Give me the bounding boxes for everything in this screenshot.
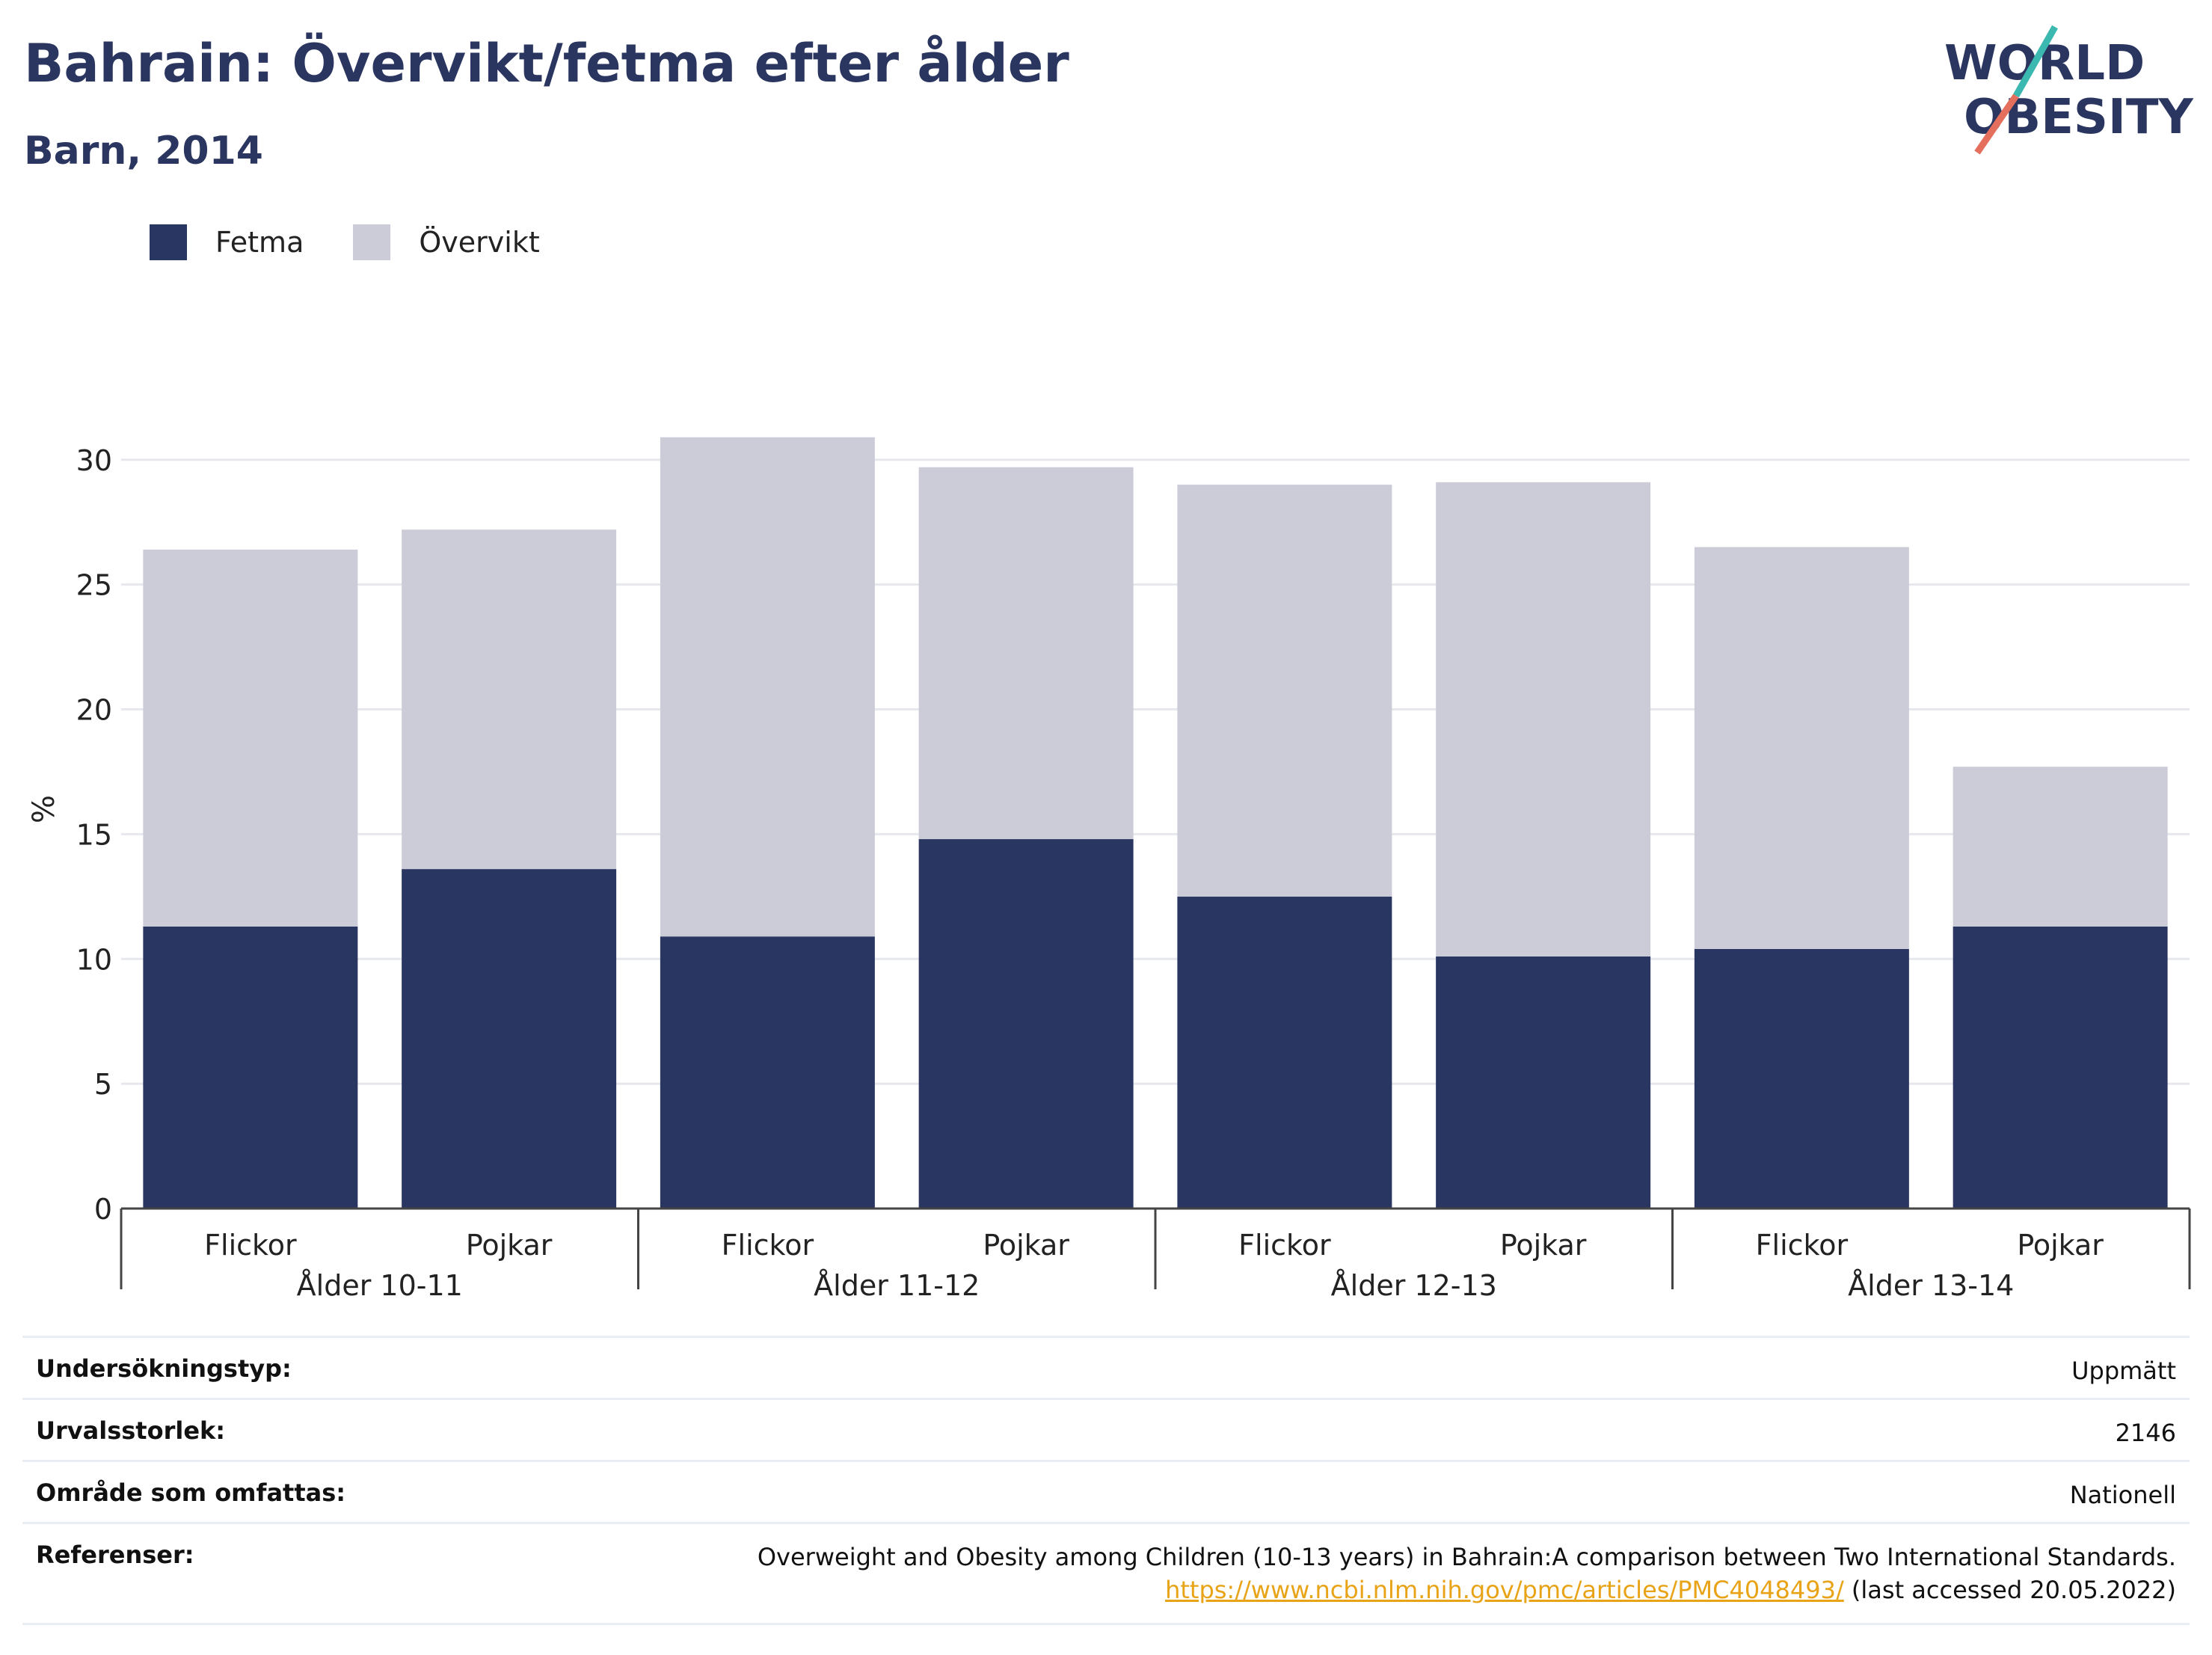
bar-overvikt xyxy=(143,549,358,927)
sample-size-value: 2146 xyxy=(2115,1419,2176,1447)
reference-suffix: (last accessed 20.05.2022) xyxy=(1843,1576,2176,1604)
x-category-label: Flickor xyxy=(1756,1229,1849,1262)
bar-fetma xyxy=(660,936,875,1209)
info-row-survey-type: Undersökningstyp: Uppmätt xyxy=(22,1336,2190,1398)
reference-text: Overweight and Obesity among Children (1… xyxy=(757,1543,2176,1571)
bar-overvikt xyxy=(1436,482,1651,957)
references-label: Referenser: xyxy=(36,1541,194,1569)
x-group-label: Ålder 12-13 xyxy=(1331,1269,1497,1302)
y-axis-label: % xyxy=(27,795,61,823)
bar-overvikt xyxy=(1177,485,1392,897)
legend-swatch-fetma xyxy=(150,224,187,260)
bar-fetma xyxy=(143,926,358,1209)
x-category-label: Flickor xyxy=(722,1229,814,1262)
x-category-label: Flickor xyxy=(204,1229,297,1262)
y-tick-label: 0 xyxy=(94,1193,112,1226)
bar-fetma xyxy=(918,839,1134,1209)
x-category-label: Pojkar xyxy=(1500,1229,1587,1262)
info-row-area: Område som omfattas: Nationell xyxy=(22,1460,2190,1522)
survey-type-value: Uppmätt xyxy=(2071,1357,2176,1385)
chart-title: Bahrain: Övervikt/fetma efter ålder xyxy=(24,33,1069,94)
bar-fetma xyxy=(402,869,617,1209)
legend-item-fetma[interactable]: Fetma xyxy=(150,224,304,260)
bar-overvikt xyxy=(1694,547,1909,949)
bar-fetma xyxy=(1953,926,2168,1209)
legend-label-overvikt: Övervikt xyxy=(419,226,540,259)
x-group-label: Ålder 13-14 xyxy=(1848,1269,2014,1302)
area-label: Område som omfattas: xyxy=(36,1479,346,1507)
x-category-label: Flickor xyxy=(1238,1229,1331,1262)
y-tick-label: 5 xyxy=(94,1068,112,1101)
world-obesity-logo: WORLD OBESITY xyxy=(1944,25,2193,155)
y-tick-label: 15 xyxy=(76,818,112,851)
sample-size-label: Urvalsstorlek: xyxy=(36,1416,226,1445)
chart-subtitle: Barn, 2014 xyxy=(24,129,263,174)
bar-fetma xyxy=(1436,956,1651,1209)
legend-label-fetma: Fetma xyxy=(215,226,304,259)
chart-legend: Fetma Övervikt xyxy=(150,224,589,260)
legend-swatch-overvikt xyxy=(353,224,391,260)
x-category-label: Pojkar xyxy=(466,1229,553,1262)
x-group-label: Ålder 10-11 xyxy=(297,1269,463,1302)
y-tick-label: 30 xyxy=(76,444,112,477)
y-tick-label: 20 xyxy=(76,694,112,727)
area-value: Nationell xyxy=(2069,1481,2176,1509)
x-group-label: Ålder 11-12 xyxy=(814,1269,980,1302)
references-value: Overweight and Obesity among Children (1… xyxy=(758,1541,2176,1606)
info-row-references: Referenser: Overweight and Obesity among… xyxy=(22,1522,2190,1625)
x-category-label: Pojkar xyxy=(2017,1229,2104,1262)
legend-item-overvikt[interactable]: Övervikt xyxy=(353,224,540,260)
x-category-label: Pojkar xyxy=(983,1229,1069,1262)
y-tick-label: 10 xyxy=(76,943,112,976)
bar-overvikt xyxy=(918,467,1134,840)
bar-fetma xyxy=(1694,948,1909,1209)
reference-link[interactable]: https://www.ncbi.nlm.nih.gov/pmc/article… xyxy=(1165,1576,1844,1604)
bar-fetma xyxy=(1177,896,1392,1209)
bar-overvikt xyxy=(402,529,617,870)
bar-overvikt xyxy=(1953,767,2168,927)
info-row-sample-size: Urvalsstorlek: 2146 xyxy=(22,1398,2190,1460)
y-tick-label: 25 xyxy=(76,569,112,602)
bar-overvikt xyxy=(660,437,875,937)
stacked-bar-chart: 0 5 10 15 20 25 30% Flickor Pojkar Flickor Pojkar F… xyxy=(27,437,2191,1302)
survey-info-table: Undersökningstyp: Uppmätt Urvalsstorlek:… xyxy=(22,1336,2190,1625)
survey-type-label: Undersökningstyp: xyxy=(36,1354,292,1383)
